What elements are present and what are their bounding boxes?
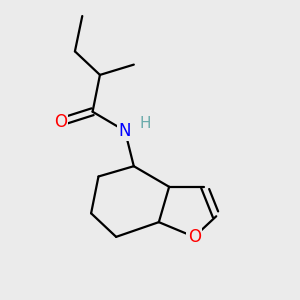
Text: O: O <box>54 113 67 131</box>
Text: N: N <box>119 122 131 140</box>
Text: H: H <box>140 116 151 131</box>
Text: O: O <box>188 228 201 246</box>
